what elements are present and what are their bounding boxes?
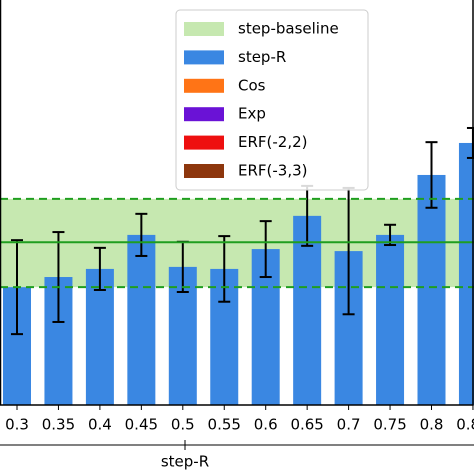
plot-frame	[0, 0, 474, 406]
error-bar	[135, 212, 148, 257]
x-tick-label: 0.65	[290, 416, 323, 434]
legend: step-baseline step-R Cos Exp ERF(-2,2) ERF(-3…	[175, 9, 369, 191]
legend-label: ERF(-3,3)	[238, 162, 308, 180]
legend-swatch	[184, 135, 224, 150]
x-tick-label: 0.6	[254, 416, 278, 434]
bar	[376, 234, 405, 405]
legend-swatch	[184, 50, 224, 65]
x-tick-label: 0.7	[337, 416, 361, 434]
bar	[458, 142, 474, 405]
legend-label: Cos	[238, 76, 266, 94]
x-tick-label: 0.85	[456, 416, 474, 434]
x-tick-label: 0.3	[5, 416, 29, 434]
legend-label: ERF(-2,2)	[238, 133, 308, 151]
error-bar	[259, 220, 272, 279]
legend-swatch	[184, 78, 224, 93]
x-tick-label: 0.35	[42, 416, 75, 434]
x-tick-label: 0.75	[373, 416, 406, 434]
error-bar	[93, 246, 106, 291]
bar	[293, 215, 322, 405]
error-bar	[52, 231, 65, 323]
x-tick-label: 0.5	[171, 416, 195, 434]
legend-label: step-R	[238, 48, 286, 66]
x-axis-label: step-R	[161, 453, 209, 471]
bar	[85, 268, 114, 405]
legend-label: step-baseline	[238, 20, 339, 38]
legend-swatch	[184, 22, 224, 36]
x-tick-label: 0.8	[420, 416, 444, 434]
legend-swatch	[184, 164, 224, 178]
x-tick-label: 0.4	[88, 416, 112, 434]
legend-swatch	[184, 107, 224, 122]
legend-label: Exp	[238, 105, 266, 123]
bar	[417, 174, 446, 405]
x-tick-label: 0.45	[125, 416, 158, 434]
error-bar	[218, 235, 231, 303]
bar	[127, 234, 156, 405]
x-tick-label: 0.55	[208, 416, 241, 434]
error-bar	[425, 141, 438, 209]
